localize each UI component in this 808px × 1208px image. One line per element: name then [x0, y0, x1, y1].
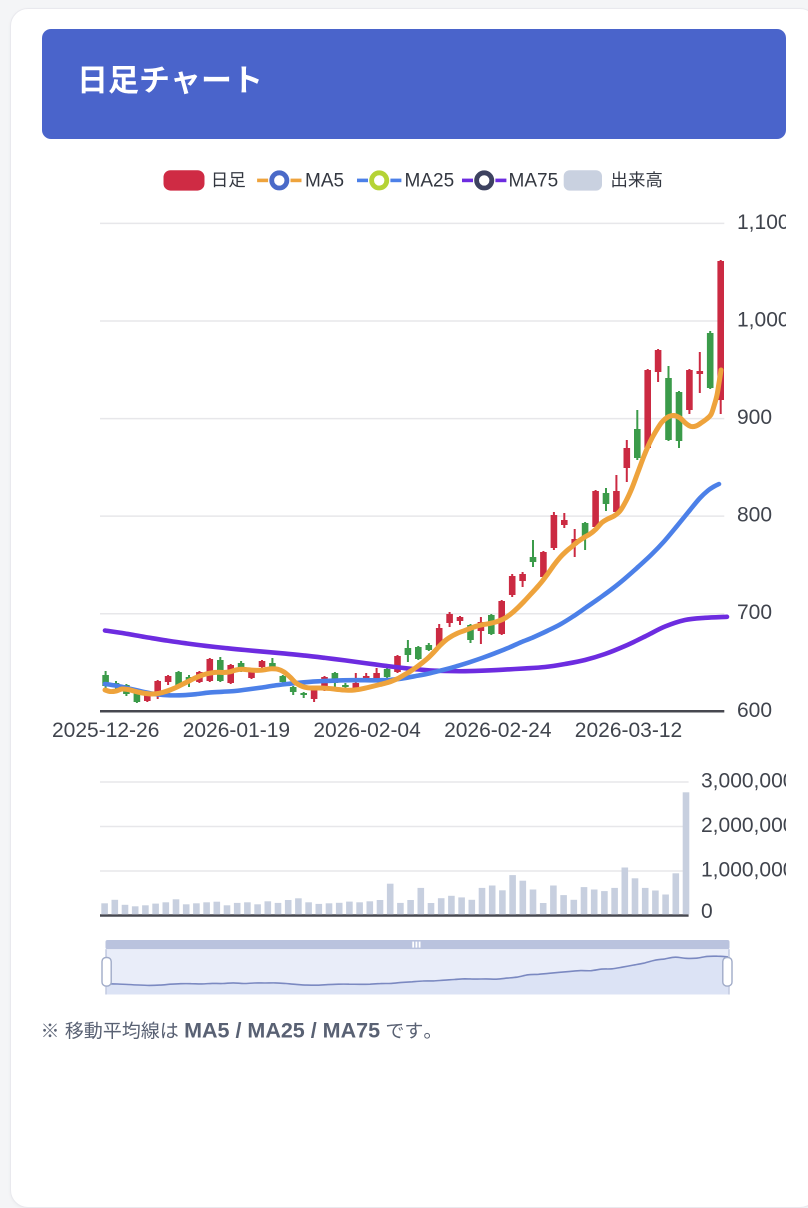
svg-text:2026-02-24: 2026-02-24 [444, 719, 552, 742]
svg-text:MA25: MA25 [405, 171, 455, 192]
svg-text:0: 0 [701, 900, 713, 923]
svg-text:700: 700 [737, 601, 772, 624]
svg-text:1,000,000: 1,000,000 [701, 859, 786, 882]
svg-text:MA5 / MA25 / MA75: MA5 / MA25 / MA75 [184, 1019, 380, 1043]
svg-text:900: 900 [737, 406, 772, 429]
svg-text:2026-01-19: 2026-01-19 [183, 719, 290, 742]
svg-text:2025-12-26: 2025-12-26 [52, 719, 159, 742]
svg-text:600: 600 [737, 699, 772, 722]
svg-text:2026-03-12: 2026-03-12 [575, 719, 682, 742]
svg-text:2,000,000: 2,000,000 [701, 814, 786, 837]
svg-text:1,100: 1,100 [737, 211, 786, 234]
svg-text:MA5: MA5 [305, 171, 344, 192]
svg-text:1,000: 1,000 [737, 309, 786, 332]
svg-text:800: 800 [737, 504, 772, 527]
svg-text:MA75: MA75 [509, 171, 559, 192]
svg-text:2026-02-04: 2026-02-04 [313, 719, 421, 742]
svg-text:3,000,000: 3,000,000 [701, 770, 786, 793]
